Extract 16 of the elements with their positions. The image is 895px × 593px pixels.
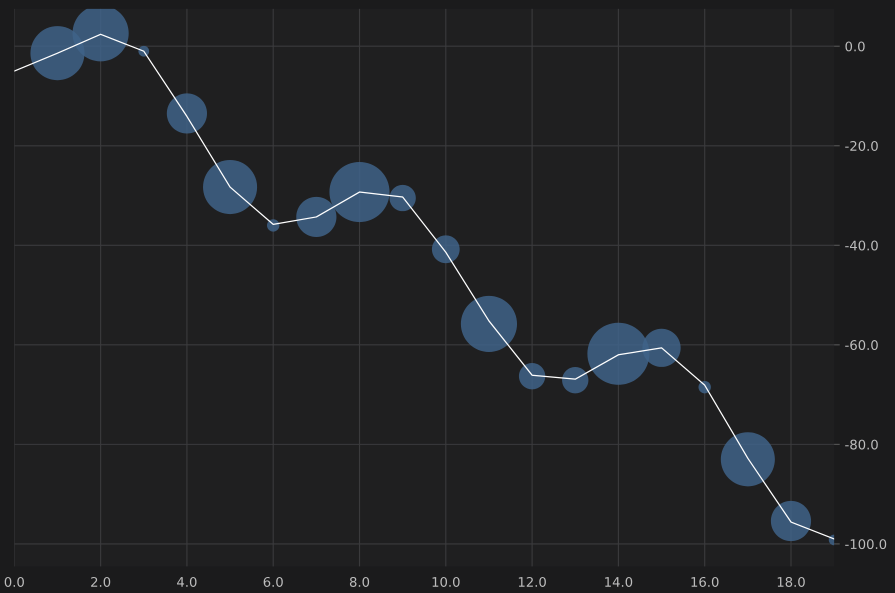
x-tick-label: 18.0 (778, 576, 805, 587)
x-tick-label: 16.0 (691, 576, 719, 587)
y-tick-label: -100.0 (845, 539, 886, 550)
x-tick-label: 2.0 (91, 576, 110, 587)
y-tick-label: -60.0 (845, 340, 878, 350)
x-tick-label: 6.0 (264, 576, 283, 587)
y-tick-label: -40.0 (845, 240, 878, 250)
y-tick-label: -20.0 (845, 140, 878, 151)
x-tick-label: 4.0 (177, 576, 197, 587)
y-tick-label: -80.0 (845, 440, 878, 450)
x-tick-label: 14.0 (605, 576, 632, 587)
y-tick-label: 0.0 (845, 41, 865, 52)
x-tick-label: 10.0 (432, 576, 460, 587)
x-tick-label: 0.0 (4, 576, 24, 587)
x-tick-label: 12.0 (518, 576, 546, 587)
x-tick-label: 8.0 (350, 576, 370, 587)
